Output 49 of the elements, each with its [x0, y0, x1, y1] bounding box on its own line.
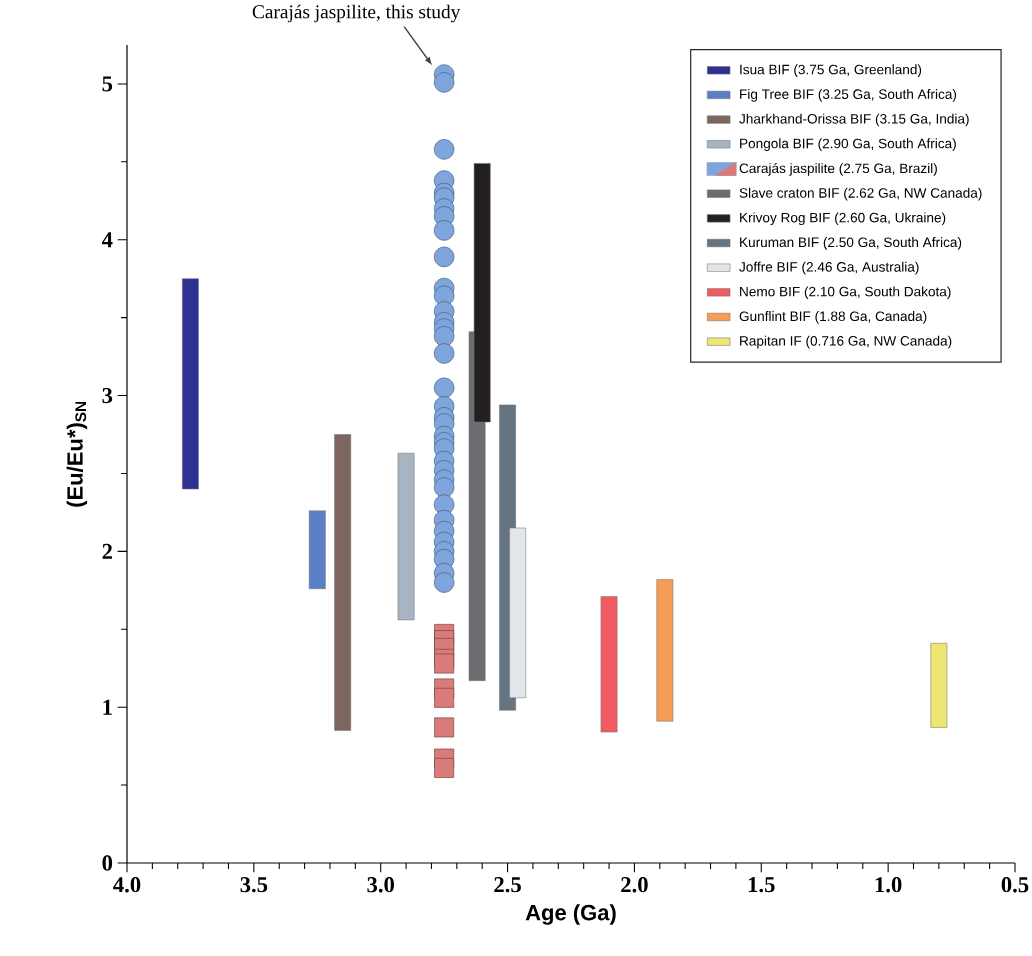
y-axis-title: (Eu/Eu*)$_{SN}$ [66, 401, 88, 507]
bar [308, 510, 326, 590]
bar [397, 452, 415, 621]
bar [600, 596, 618, 733]
point [434, 758, 455, 778]
y-tick-label: 2 [102, 543, 112, 559]
bar [334, 434, 352, 731]
point [433, 139, 455, 160]
legend-label: Gunflint BIF (1.88 Ga, Canada) [739, 311, 927, 324]
legend-label: Pongola BIF (2.90 Ga, South Africa) [740, 138, 956, 151]
x-tick-label: 2.0 [621, 877, 648, 893]
legend-label: Joffre BIF (2.46 Ga, Australia) [739, 261, 919, 275]
point [433, 326, 455, 347]
x-tick-label: 3.5 [240, 877, 268, 893]
legend-label: Krivoy Rog BIF (2.60 Ga, Ukraine) [740, 212, 946, 226]
x-axis-title: Age (Ga) [525, 904, 616, 925]
legend-label: Kuruman BIF (2.50 Ga, South Africa) [740, 237, 962, 250]
x-tick-label: 4.0 [113, 877, 141, 893]
x-tick-label: 0.5 [1001, 877, 1029, 893]
point [433, 572, 455, 593]
legend-label: Rapitan IF (0.716 Ga, NW Canada) [740, 335, 952, 349]
point [433, 220, 455, 241]
y-tick-label: 4 [101, 232, 113, 248]
x-tick-label: 2.5 [494, 877, 521, 893]
point [434, 653, 455, 674]
legend-label: Carajás jaspilite (2.75 Ga, Brazil) [739, 162, 937, 176]
bar [656, 579, 674, 722]
legend-label: Slave craton BIF (2.62 Ga, NW Canada) [739, 187, 982, 201]
y-tick-label: 1 [103, 699, 112, 715]
legend-label: Jharkhand-Orissa BIF (3.15 Ga, India) [739, 113, 969, 127]
point [433, 377, 455, 398]
bar [930, 643, 948, 728]
point [433, 246, 455, 268]
y-tick-label: 0 [102, 855, 113, 871]
legend-label: Isua BIF (3.75 Ga, Greenland) [740, 64, 922, 78]
x-tick-label: 3.0 [367, 877, 395, 893]
point [434, 687, 455, 708]
legend-label: Fig Tree BIF (3.25 Ga, South Africa) [740, 89, 957, 102]
x-tick-label: 1.0 [875, 877, 902, 893]
annotation: Carajás jaspilite, this study [252, 4, 461, 23]
point [434, 717, 455, 738]
y-tick-label: 5 [102, 76, 113, 92]
bar [182, 278, 199, 490]
point [433, 72, 455, 93]
y-tick-label: 3 [102, 387, 113, 404]
point [433, 343, 455, 364]
legend-label: Nemo BIF (2.10 Ga, South Dakota) [740, 286, 951, 300]
x-tick-label: 1.5 [748, 877, 775, 893]
point [433, 477, 455, 498]
